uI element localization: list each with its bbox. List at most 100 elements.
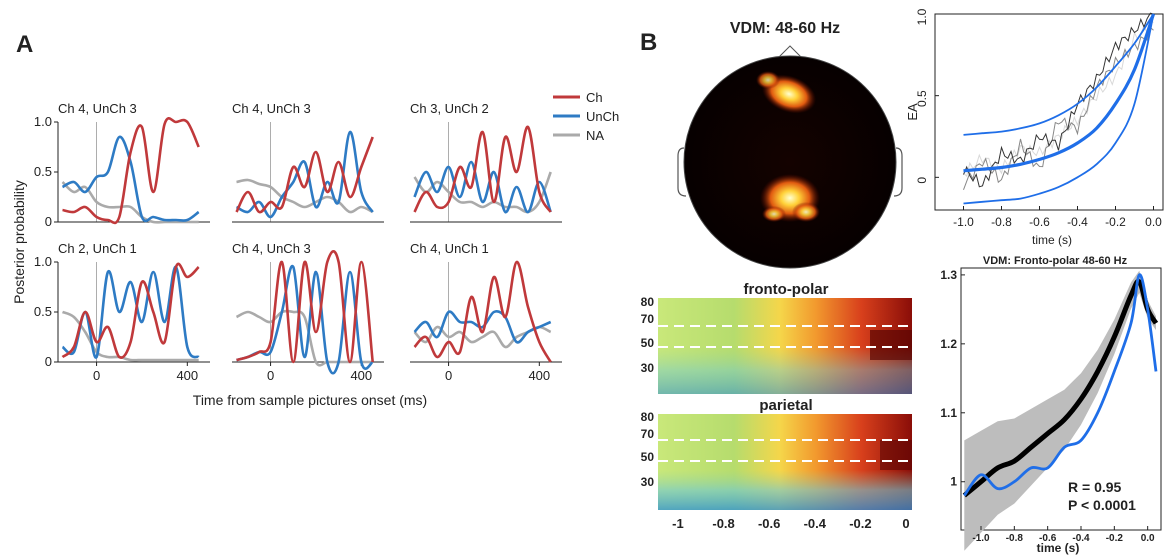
subplot-2: Ch 4, UnCh 3 xyxy=(232,101,384,223)
tf1-ytick-80: 80 xyxy=(641,295,655,309)
ea-plot-frame xyxy=(934,13,1164,211)
fit-ytick-label: 1.3 xyxy=(940,268,957,282)
legend-unch-label: UnCh xyxy=(586,109,619,124)
head-right-ear xyxy=(893,147,903,197)
ea-mean-fit xyxy=(963,13,1156,173)
ea-trial-trace xyxy=(963,21,1154,178)
series-na xyxy=(236,178,374,214)
legend-ch-label: Ch xyxy=(586,90,603,105)
subplot-title: Ch 4, UnCh 1 xyxy=(410,241,489,256)
ea-xtick-label: -0.4 xyxy=(1067,215,1088,229)
head-nose xyxy=(777,45,803,59)
tf-map-frontopolar-low xyxy=(658,346,912,394)
panel-a-ylabel: Posterior probability xyxy=(11,180,27,304)
ea-plot: 0 0.5 1.0 -1.0 -0.8 -0.6 -0.4 -0.2 0.0 EA time (… xyxy=(905,8,1164,247)
subplot-title: Ch 3, UnCh 2 xyxy=(410,101,489,116)
tf-xtick-label: 0 xyxy=(902,516,909,531)
tf-map-parietal-low xyxy=(658,470,912,510)
tf1-ytick-70: 70 xyxy=(641,312,655,326)
series-ch xyxy=(413,260,552,363)
x-tick-label: 0 xyxy=(267,368,274,383)
tf2-ytick-50: 50 xyxy=(641,450,655,464)
ea-xtick-label: -0.2 xyxy=(1105,215,1126,229)
fit-xtick-label: 0.0 xyxy=(1141,533,1155,544)
panel-b-letter: B xyxy=(640,29,657,56)
fit-xtick-label: -0.6 xyxy=(1039,533,1057,544)
topo-frontal-blob-2 xyxy=(756,71,780,89)
ea-ytick-label: 0 xyxy=(915,177,929,184)
topo-parietal-blob-3 xyxy=(762,206,786,222)
panel-a-xlabel: Time from sample pictures onset (ms) xyxy=(193,392,427,408)
series-ch xyxy=(62,117,200,225)
series-unch xyxy=(235,130,374,219)
fit-ytick-label: 1.1 xyxy=(940,406,957,420)
series-na xyxy=(61,310,199,362)
tf-xticks: -1 -0.8 -0.6 -0.4 -0.2 0 xyxy=(672,516,909,531)
fit-data-curve xyxy=(963,273,1158,497)
fit-xtick-label: -0.2 xyxy=(1106,533,1124,544)
tf1-ytick-30: 30 xyxy=(641,361,655,375)
y-tick-label: 1.0 xyxy=(34,114,52,129)
fit-stats-p: P < 0.0001 xyxy=(1068,497,1136,513)
series-ch xyxy=(235,136,374,214)
fit-xtick-label: -0.8 xyxy=(1006,533,1024,544)
topography-head xyxy=(677,45,903,269)
tf-xtick-label: -0.8 xyxy=(712,516,734,531)
series-unch xyxy=(61,135,200,223)
subplot-1: Ch 4, UnCh 3 0 0.5 1.0 xyxy=(34,101,210,229)
panel-a-subplots: Ch 4, UnCh 3 0 0.5 1.0 Ch 4, UnCh 3 Ch 3, UnC… xyxy=(34,101,562,383)
tf2-ytick-70: 70 xyxy=(641,427,655,441)
subplot-4: Ch 2, UnCh 1 0 0.5 1.0 0 400 xyxy=(34,241,210,383)
fit-confidence-band xyxy=(964,270,1156,551)
series-na xyxy=(61,181,199,224)
fit-lines xyxy=(962,270,1159,551)
subplot-title: Ch 4, UnCh 3 xyxy=(232,241,311,256)
tf-xtick-label: -1 xyxy=(672,516,684,531)
x-tick-label: 400 xyxy=(176,368,198,383)
fit-title: VDM: Fronto-polar 48-60 Hz xyxy=(983,255,1128,267)
y-tick-label: 0 xyxy=(45,354,52,369)
tf-plots: fronto-polar parietal 80 70 50 30 80 70 … xyxy=(641,281,912,531)
fit-ytick-label: 1.2 xyxy=(940,337,957,351)
ea-ylabel: EA xyxy=(905,103,920,121)
fit-axes: 1 1.1 1.2 1.3 -1.0 -0.8 -0.6 -0.4 -0.2 0.0 xyxy=(940,268,1155,544)
head-left-ear xyxy=(677,147,687,197)
tf-map-parietal-peak xyxy=(880,440,912,470)
x-tick-label: 0 xyxy=(445,368,452,383)
y-tick-label: 0.5 xyxy=(34,304,52,319)
topo-title: VDM: 48-60 Hz xyxy=(730,20,840,37)
head-outline xyxy=(683,55,897,269)
tf1-ytick-50: 50 xyxy=(641,336,655,350)
ea-xlabel: time (s) xyxy=(1032,233,1072,247)
tf-xtick-label: -0.6 xyxy=(758,516,780,531)
legend-na-label: NA xyxy=(586,128,604,143)
tf2-ytick-30: 30 xyxy=(641,475,655,489)
ea-ytick-label: 1.0 xyxy=(915,8,929,25)
subplot-5: Ch 4, UnCh 3 0 400 xyxy=(232,241,384,383)
fit-stats-r: R = 0.95 xyxy=(1068,479,1122,495)
fit-ytick-label: 1 xyxy=(950,475,957,489)
ea-fit-bound xyxy=(963,13,1155,136)
y-tick-label: 0.5 xyxy=(34,164,52,179)
topo-parietal-blob-2 xyxy=(792,202,820,222)
subplot-title: Ch 4, UnCh 3 xyxy=(232,101,311,116)
x-tick-label: 400 xyxy=(350,368,372,383)
tf-map-frontopolar-peak xyxy=(870,330,912,360)
subplot-6: Ch 4, UnCh 1 0 400 xyxy=(410,241,562,383)
fit-plot: VDM: Fronto-polar 48-60 Hz 1 1.1 1.2 1.3 -1.… xyxy=(940,255,1162,555)
subplot-title: Ch 4, UnCh 3 xyxy=(58,101,137,116)
series-unch xyxy=(413,160,552,214)
y-tick-label: 0 xyxy=(45,214,52,229)
ea-xtick-label: -0.8 xyxy=(991,215,1012,229)
ea-axes: 0 0.5 1.0 -1.0 -0.8 -0.6 -0.4 -0.2 0.0 xyxy=(915,8,1162,229)
ea-xtick-label: -0.6 xyxy=(1029,215,1050,229)
series-ch xyxy=(236,250,374,364)
tf2-ytick-80: 80 xyxy=(641,410,655,424)
ea-xtick-label: -1.0 xyxy=(953,215,974,229)
subplot-3: Ch 3, UnCh 2 xyxy=(410,101,562,223)
series-ch xyxy=(61,262,200,359)
fit-xlabel: time (s) xyxy=(1037,541,1080,555)
ea-trial-trace xyxy=(963,12,1154,188)
ea-fit-bound xyxy=(963,13,1155,205)
